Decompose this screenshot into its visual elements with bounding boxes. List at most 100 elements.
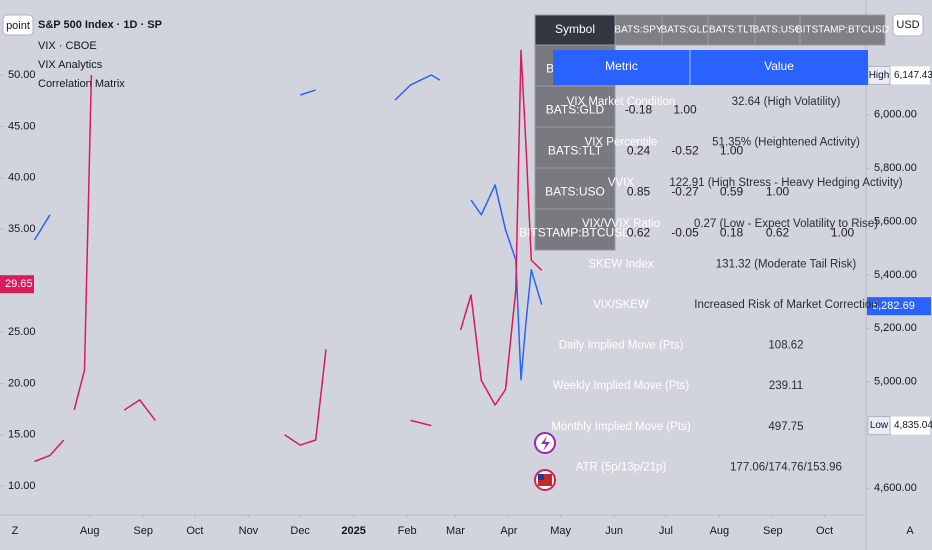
metric-value: 32.64 (High Volatility): [732, 96, 841, 108]
corner-label[interactable]: A: [906, 525, 914, 537]
matrix-cell: 1.00: [831, 226, 855, 240]
matrix-header-cell: [534, 14, 616, 46]
matrix-cell: 1.00: [720, 144, 744, 158]
metrics-header-bg: [553, 50, 868, 85]
matrix-cell: 0.62: [766, 226, 790, 240]
corner-label[interactable]: Z: [12, 525, 19, 537]
y-tick-label: 40.00: [8, 172, 36, 184]
metric-name: ATR (5p/13p/21p): [576, 461, 667, 473]
y2-tick-label: 5,600.00: [874, 215, 917, 227]
chart-title: S&P 500 Index · 1D · SP: [38, 19, 162, 31]
series-line: [33, 74, 543, 381]
scale-button[interactable]: [2, 14, 34, 36]
series-line: [34, 49, 543, 463]
metric-value: 497.75: [768, 421, 803, 433]
x-tick-label: Dec: [290, 525, 310, 537]
matrix-header-cell: [614, 14, 663, 46]
x-tick-label: 2025: [341, 525, 365, 537]
y-tick-label: 25.00: [8, 326, 36, 338]
x-tick-label: Jun: [605, 525, 623, 537]
metric-value: 122.91 (High Stress - Heavy Hedging Acti…: [669, 177, 902, 189]
last-value-badge: [0, 275, 34, 294]
plot: Aug Sep Oct Nov Dec 2025 Feb Mar Apr May Jun Jul Aug…: [0, 49, 932, 537]
flag-glyph: [538, 474, 544, 480]
matrix-header: Symbol: [555, 22, 595, 36]
y2-tick-label: 5,200.00: [874, 322, 917, 334]
currency-button-label[interactable]: USD: [896, 19, 919, 31]
matrix-row-label: BATS:TLT: [548, 144, 603, 158]
y2-tick-label: 6,000.00: [874, 109, 917, 121]
matrix-header: BATS:USO: [753, 25, 803, 36]
x-tick-label: May: [550, 525, 571, 537]
matrix-cell: 1.00: [673, 103, 697, 117]
matrix-row-header: [534, 167, 616, 210]
metric-value: 131.32 (Moderate Tail Risk): [716, 258, 857, 270]
metric-name: VVIX: [608, 177, 635, 189]
matrix-header-cell: [707, 14, 756, 46]
metric-name: SKEW Index: [588, 258, 653, 270]
currency-button[interactable]: [892, 13, 924, 37]
matrix-cell: 1.00: [766, 185, 790, 199]
matrix-row-label: BATS:GLD: [546, 103, 605, 117]
metric-name: Weekly Implied Move (Pts): [553, 380, 690, 392]
metric-name: Monthly Implied Move (Pts): [551, 421, 690, 433]
x-tick-label: Mar: [446, 525, 465, 537]
y2-tick-label: 5,800.00: [874, 162, 917, 174]
matrix-row-header: [534, 85, 616, 128]
metric-value: 108.62: [768, 340, 803, 352]
matrix-header: BATS:GLD: [661, 25, 710, 36]
metric-value: Increased Risk of Market Correction: [694, 299, 877, 311]
y-tick-label: 20.00: [8, 377, 36, 389]
metric-name: VIX Market Condition: [567, 96, 676, 108]
x-tick-label: Aug: [80, 525, 100, 537]
y2-tick-label: 5,400.00: [874, 269, 917, 281]
matrix-cell: -0.05: [671, 226, 699, 240]
y-tick-label: 35.00: [8, 223, 36, 235]
metrics-header: Metric: [605, 59, 638, 73]
matrix-row-label: BITSTAMP:BTCUSD: [519, 226, 631, 240]
matrix-cell: 0.62: [627, 226, 651, 240]
event-icon-glyph: [541, 436, 550, 451]
metric-name: VIX Percentile: [585, 137, 658, 149]
matrix-header: BATS:SPY: [614, 25, 662, 36]
matrix-header: BITSTAMP:BTCUSD: [796, 25, 889, 36]
metric-name: VIX/SKEW: [593, 299, 649, 311]
metric-value: 177.06/174.76/153.96: [730, 461, 842, 473]
matrix-cell: 0.24: [627, 144, 651, 158]
indicator-label: VIX · CBOE: [38, 40, 97, 52]
x-tick-label: Nov: [239, 525, 259, 537]
x-tick-label: Feb: [398, 525, 417, 537]
low-tag-label: Low: [870, 420, 889, 431]
x-tick-label: Jul: [659, 525, 673, 537]
matrix-header-cell: [661, 14, 709, 46]
matrix-cell: 0.85: [627, 185, 651, 199]
matrix-cell: 0.59: [720, 185, 744, 199]
indicator-label: Correlation Matrix: [38, 78, 125, 90]
low-tag: [867, 416, 891, 436]
x-tick-label: Aug: [710, 525, 730, 537]
metric-value: 0.27 (Low - Expect Volatility to Rise): [694, 218, 878, 230]
last-value-badge: [867, 297, 931, 316]
matrix-row-label: BATS:USO: [545, 185, 605, 199]
high-value-label: 6,147.43: [894, 70, 932, 81]
matrix-row-header: [534, 126, 616, 169]
last-value-label: 29.65: [5, 278, 33, 290]
metric-name: VIX/VVIX Ratio: [582, 218, 660, 230]
y-tick-label: 50.00: [8, 69, 36, 81]
matrix-cell: 0.18: [720, 226, 744, 240]
matrix-cell: -0.52: [671, 144, 699, 158]
x-tick-label: Sep: [763, 525, 783, 537]
matrix-header: BATS:TLT: [709, 25, 754, 36]
y-tick-label: 15.00: [8, 429, 36, 441]
low-value-label: 4,835.04: [894, 420, 932, 431]
x-tick-label: Oct: [186, 525, 203, 537]
indicator-label: VIX Analytics: [38, 59, 103, 71]
scale-button-label[interactable]: point: [6, 20, 30, 32]
high-tag-label: High: [869, 70, 890, 81]
metric-value: 239.11: [769, 380, 803, 392]
metric-value: 51.35% (Heightened Activity): [712, 137, 860, 149]
matrix-cell: -0.27: [671, 185, 699, 199]
